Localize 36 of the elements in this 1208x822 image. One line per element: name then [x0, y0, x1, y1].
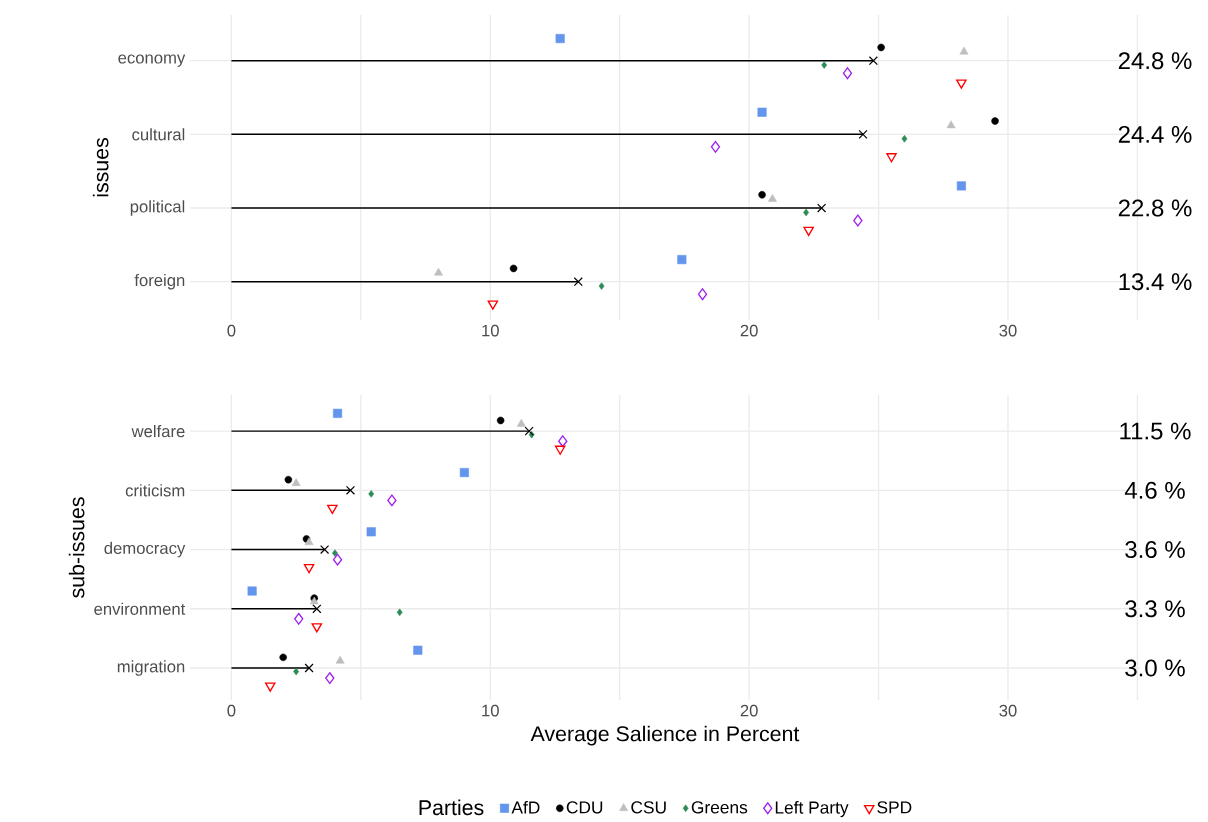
data-label: 13.4 % — [1119, 273, 1192, 291]
x-tick-label: 0 — [227, 324, 236, 337]
legend-label: CDU — [566, 801, 603, 814]
y-axis-title: sub-issues — [68, 497, 85, 598]
y-tick-label: political — [130, 200, 185, 216]
x-axis-title: Average Salience in Percent — [530, 725, 800, 746]
data-label: 24.4 % — [1118, 125, 1192, 143]
legend-title: Parties — [419, 799, 484, 816]
y-tick-label: democracy — [104, 541, 186, 558]
y-tick-label: environment — [94, 602, 186, 615]
data-label: 3.3 % — [1125, 600, 1185, 618]
data-label: 3.0 % — [1125, 659, 1185, 677]
data-label: 11.5 % — [1120, 422, 1191, 440]
x-tick-label: 20 — [740, 324, 758, 337]
y-tick-label: foreign — [134, 273, 185, 290]
y-tick-label: economy — [118, 54, 186, 67]
legend-label: AfD — [511, 800, 540, 814]
data-label: 24.8 % — [1118, 52, 1192, 69]
x-tick-label: 10 — [482, 324, 499, 337]
legend-label: CSU — [631, 801, 666, 814]
data-label: 22.8 % — [1118, 199, 1192, 217]
x-tick-label: 30 — [999, 704, 1017, 717]
legend-label: SPD — [877, 801, 912, 814]
y-axis-title: issues — [92, 137, 109, 197]
data-label: 3.6 % — [1125, 540, 1185, 558]
legend-label: Left Party — [775, 800, 849, 817]
x-tick-label: 10 — [482, 704, 499, 717]
y-tick-label: welfare — [131, 424, 185, 438]
x-tick-label: 20 — [740, 704, 758, 717]
y-tick-label: cultural — [132, 128, 185, 141]
legend-label: Greens — [691, 801, 748, 814]
x-tick-label: 30 — [999, 324, 1017, 337]
data-label: 4.6 % — [1124, 481, 1185, 499]
y-tick-label: criticism — [125, 484, 185, 497]
x-tick-label: 0 — [227, 704, 236, 717]
y-tick-label: migration — [117, 660, 185, 676]
